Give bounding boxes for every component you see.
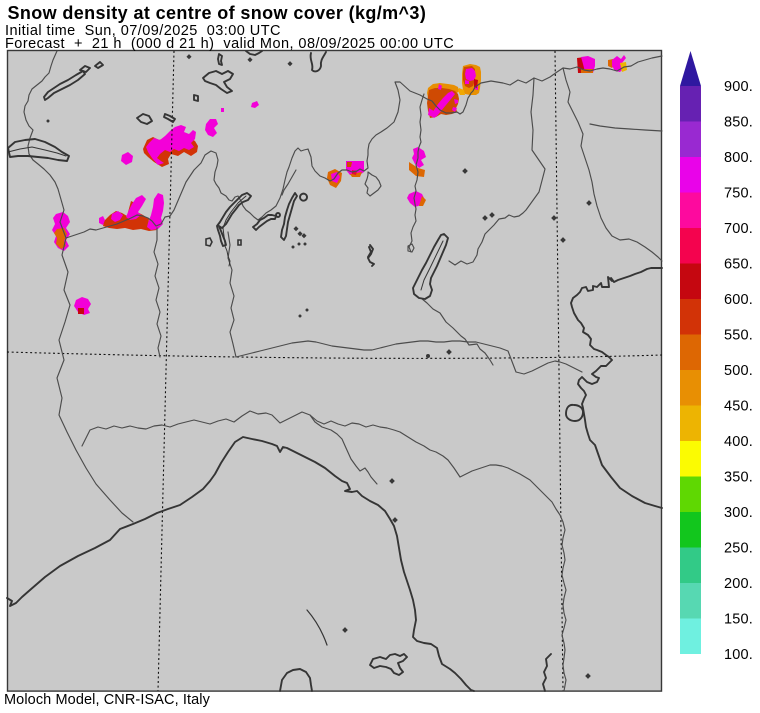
svg-text:Moloch Model, CNR-ISAC, Italy: Moloch Model, CNR-ISAC, Italy: [4, 692, 211, 708]
svg-text:750.: 750.: [724, 186, 753, 202]
svg-text:700.: 700.: [724, 221, 753, 237]
svg-text:500.: 500.: [724, 363, 753, 379]
svg-text:650.: 650.: [724, 257, 753, 273]
svg-text:100.: 100.: [724, 647, 753, 663]
svg-text:Snow density at centre of snow: Snow density at centre of snow cover (kg…: [8, 3, 427, 23]
svg-text:350.: 350.: [724, 470, 753, 486]
svg-text:850.: 850.: [724, 115, 753, 131]
svg-text:450.: 450.: [724, 399, 753, 415]
svg-text:150.: 150.: [724, 612, 753, 628]
svg-text:250.: 250.: [724, 541, 753, 557]
svg-text:Initial time Sun, 07/09/2025: Initial time Sun, 07/09/2025 03:00 UTC: [5, 23, 281, 39]
svg-text:Forecast + 21 h (000 d 21 h: Forecast + 21 h (000 d 21 h) valid Mon, …: [5, 36, 454, 52]
svg-text:400.: 400.: [724, 434, 753, 450]
svg-text:550.: 550.: [724, 328, 753, 344]
svg-text:800.: 800.: [724, 150, 753, 166]
svg-text:200.: 200.: [724, 576, 753, 592]
svg-text:900.: 900.: [724, 79, 753, 95]
svg-text:600.: 600.: [724, 292, 753, 308]
svg-text:300.: 300.: [724, 505, 753, 521]
